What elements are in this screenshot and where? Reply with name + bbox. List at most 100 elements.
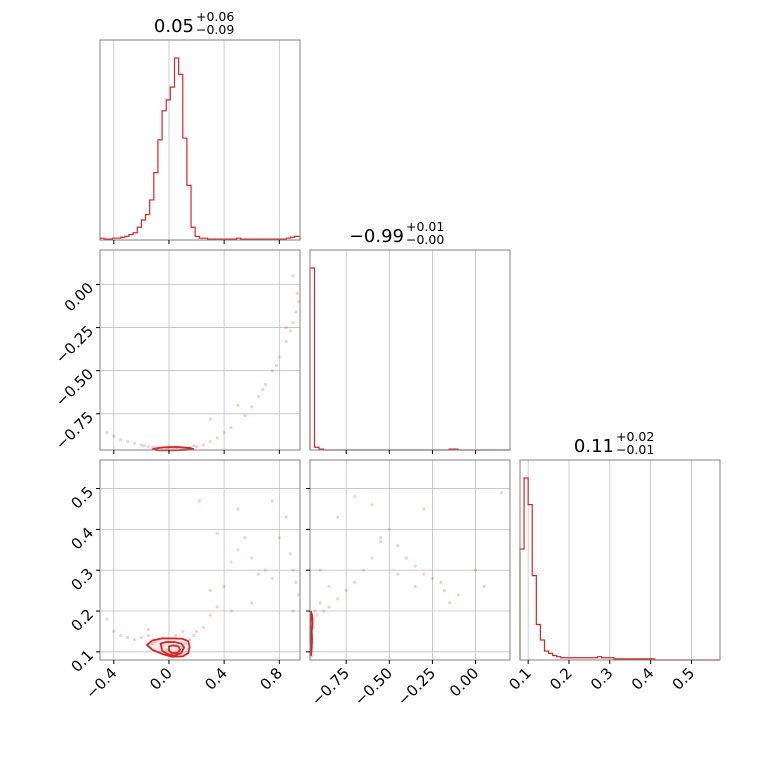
- scatter-point-r2c0-4: [132, 637, 137, 642]
- scatter-point-r1c0-28: [294, 310, 298, 314]
- scatter-point-r1c0-0: [105, 431, 109, 435]
- scatter-point-r1c0-17: [222, 431, 226, 435]
- scatter-point-r2c0-0: [105, 617, 109, 621]
- scatter-point-r2c0-7: [150, 642, 155, 646]
- scatter-point-r2c0-31: [270, 576, 275, 580]
- scatter-point-r2c1-30: [413, 584, 417, 589]
- xtick-label-param-1-0: −0.75: [308, 664, 353, 709]
- scatter-point-r1c0-1: [112, 434, 116, 438]
- scatter-point-r1c0-3: [125, 439, 130, 443]
- xtick-label-param-2-4: 0.5: [669, 664, 699, 694]
- scatter-point-r2c1-27: [370, 503, 374, 507]
- scatter-point-r2c1-34: [482, 584, 486, 589]
- xtick-label-param-2-0: 0.1: [505, 664, 535, 694]
- scatter-point-r1c0-15: [208, 439, 212, 443]
- scatter-point-r1c0-32: [284, 325, 288, 330]
- scatter-point-r1c0-13: [194, 444, 199, 449]
- scatter-point-r1c0-30: [295, 291, 299, 295]
- scatter-point-r2c1-20: [422, 572, 426, 576]
- scatter-point-r2c0-6: [146, 633, 150, 638]
- scatter-point-r1c0-27: [291, 320, 295, 325]
- scatter-point-r2c0-22: [208, 613, 212, 617]
- scatter-point-r1c0-20: [250, 405, 254, 409]
- xtick-label-param-1-3: 0.00: [446, 664, 482, 700]
- scatter-point-r2c1-12: [353, 580, 357, 585]
- ytick-label-param-2-1: 0.2: [67, 605, 97, 635]
- scatter-point-r2c0-26: [236, 548, 240, 552]
- scatter-point-r2c0-30: [263, 568, 268, 572]
- ytick-label-param-1-0: 0.00: [61, 279, 97, 315]
- title-plus-param-0: +0.06: [196, 9, 234, 24]
- scatter-point-r2c0-11: [164, 648, 168, 652]
- panel-frame-r2c0: [99, 459, 301, 661]
- scatter-point-r2c1-37: [327, 584, 331, 589]
- scatter-point-r2c0-47: [250, 601, 254, 605]
- title-minus-param-2: −0.01: [616, 442, 654, 457]
- scatter-point-r2c0-28: [250, 556, 254, 560]
- scatter-point-r2c0-29: [257, 572, 261, 576]
- ytick-label-param-2-2: 0.3: [67, 565, 97, 595]
- scatter-point-r1c0-23: [270, 369, 275, 373]
- scatter-point-r1c0-16: [215, 436, 219, 440]
- scatter-point-r1c0-19: [243, 413, 247, 418]
- scatter-point-r2c0-35: [291, 568, 295, 572]
- scatter-point-r1c0-14: [201, 443, 206, 447]
- scatter-point-r1c0-33: [274, 363, 279, 368]
- scatter-point-r2c0-21: [201, 625, 206, 629]
- scatter-point-r2c0-23: [215, 605, 219, 609]
- ytick-label-param-2-0: 0.1: [67, 646, 97, 676]
- title-minus-param-0: −0.09: [196, 22, 234, 37]
- scatter-point-r2c1-13: [361, 568, 366, 572]
- scatter-point-r1c0-4: [132, 441, 137, 445]
- scatter-point-r2c0-41: [236, 507, 240, 511]
- scatter-point-r2c1-19: [413, 564, 417, 568]
- scatter-point-r2c1-10: [335, 597, 340, 601]
- scatter-point-r2c1-25: [335, 515, 340, 519]
- title-minus-param-1: −0.00: [406, 232, 444, 247]
- scatter-point-r1c0-44: [142, 444, 146, 448]
- contour-r2c1-level-0: [309, 610, 314, 657]
- scatter-point-r2c1-29: [396, 572, 400, 576]
- scatter-point-r1c0-25: [284, 339, 288, 343]
- title-median-param-2: 0.11: [574, 436, 614, 457]
- scatter-point-r2c1-8: [322, 609, 326, 613]
- scatter-point-r2c0-36: [294, 580, 298, 585]
- scatter-point-r2c0-17: [183, 642, 188, 646]
- scatter-point-r2c1-11: [344, 589, 348, 593]
- scatter-point-r2c0-25: [229, 560, 233, 564]
- scatter-point-r2c0-46: [229, 609, 233, 613]
- xtick-label-param-2-1: 0.2: [546, 664, 576, 694]
- histogram-param-1: [309, 267, 510, 451]
- scatter-point-r2c1-6: [315, 613, 319, 617]
- scatter-point-r2c0-44: [146, 627, 150, 631]
- ytick-label-param-1-2: −0.50: [52, 365, 97, 410]
- scatter-point-r1c0-2: [119, 438, 123, 442]
- scatter-point-r1c0-6: [146, 444, 150, 449]
- scatter-point-r2c0-20: [194, 629, 199, 634]
- panel-frame-r2c2: [519, 459, 721, 661]
- scatter-point-r2c1-14: [370, 556, 374, 560]
- scatter-point-r2c0-34: [288, 552, 292, 556]
- scatter-point-r1c0-43: [192, 444, 196, 448]
- scatter-point-r2c0-27: [243, 535, 247, 540]
- scatter-point-r2c0-24: [222, 584, 226, 589]
- scatter-point-r1c0-34: [261, 388, 265, 392]
- title-median-param-1: −0.99: [349, 226, 404, 247]
- scatter-point-r2c0-45: [208, 589, 212, 593]
- scatter-point-r2c1-31: [422, 507, 426, 511]
- scatter-point-r2c0-19: [192, 633, 196, 638]
- ytick-label-param-1-1: −0.25: [52, 322, 97, 367]
- scatter-point-r1c0-45: [208, 417, 212, 421]
- ytick-label-param-1-3: −0.75: [52, 408, 97, 453]
- scatter-point-r2c0-43: [181, 629, 185, 634]
- scatter-point-r2c0-1: [112, 629, 116, 634]
- panel-frame-r1c1: [309, 249, 511, 451]
- scatter-point-r2c1-36: [318, 568, 322, 572]
- scatter-point-r1c0-24: [277, 355, 281, 359]
- scatter-point-r2c1-17: [396, 544, 400, 548]
- contour-r2c0-level-1: [159, 641, 186, 657]
- xtick-label-param-2-2: 0.3: [587, 664, 617, 694]
- scatter-point-r2c0-3: [125, 635, 130, 640]
- title-plus-param-1: +0.01: [406, 219, 444, 234]
